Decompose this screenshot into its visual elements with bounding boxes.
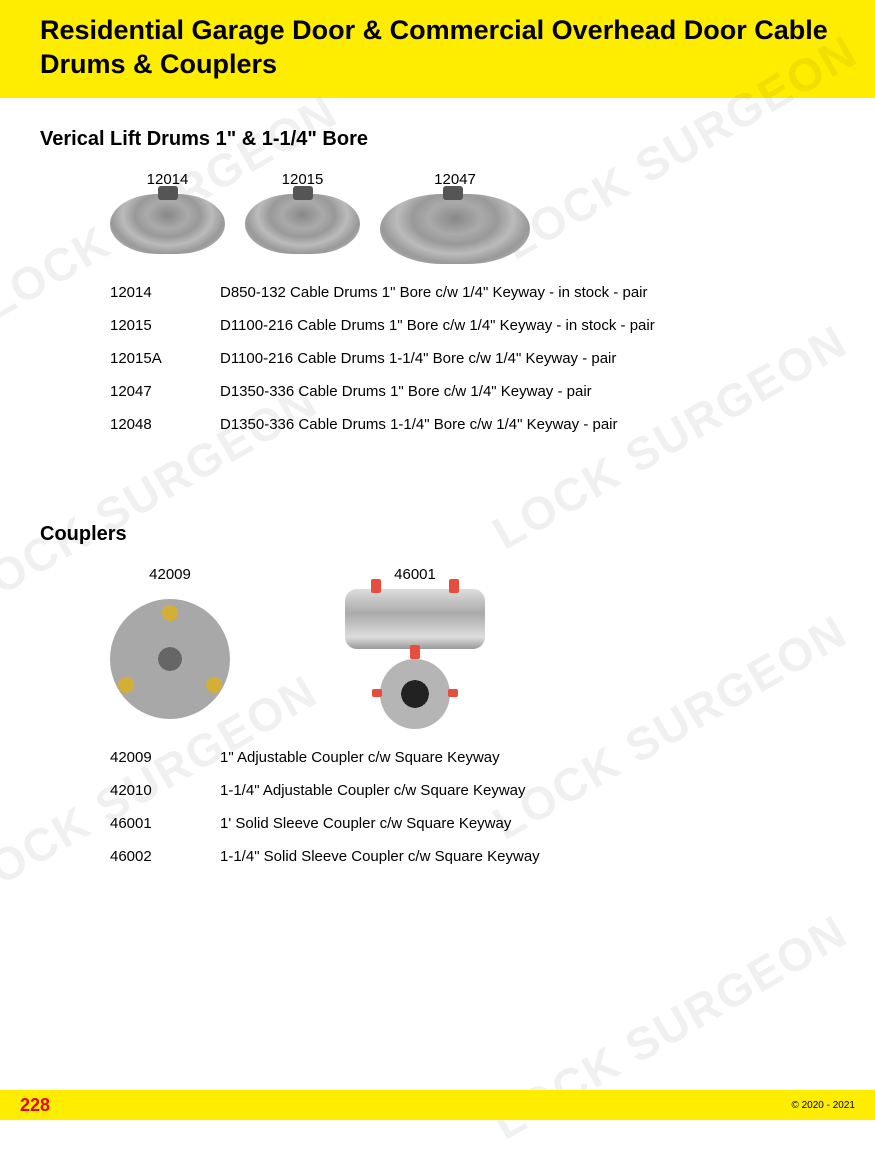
table-row: 42010 1-1/4" Adjustable Coupler c/w Squa… <box>110 782 835 799</box>
drum-item: 12047 <box>380 171 530 264</box>
page-number: 228 <box>20 1095 50 1116</box>
product-code: 46002 <box>110 848 220 865</box>
drum-item: 12014 <box>110 171 225 254</box>
product-code: 12015A <box>110 350 220 367</box>
section-title: Verical Lift Drums 1" & 1-1/4" Bore <box>40 128 835 151</box>
header-bar: Residential Garage Door & Commercial Ove… <box>0 0 875 98</box>
coupler-label: 42009 <box>149 566 191 583</box>
product-desc: 1-1/4" Solid Sleeve Coupler c/w Square K… <box>220 848 540 865</box>
product-code: 12047 <box>110 383 220 400</box>
section-title: Couplers <box>40 523 835 546</box>
drum-icon <box>245 194 360 254</box>
footer-bar: 228 © 2020 - 2021 <box>0 1090 875 1120</box>
product-code: 42010 <box>110 782 220 799</box>
product-desc: D1350-336 Cable Drums 1-1/4" Bore c/w 1/… <box>220 416 618 433</box>
drum-item: 12015 <box>245 171 360 254</box>
product-code: 12015 <box>110 317 220 334</box>
coupler-image-row: 42009 46001 <box>100 566 835 729</box>
drum-icon <box>110 194 225 254</box>
sleeve-coupler-icon <box>340 589 490 729</box>
drum-label: 12015 <box>282 171 324 188</box>
drum-image-row: 12014 12015 12047 <box>110 171 835 264</box>
product-desc: D1100-216 Cable Drums 1-1/4" Bore c/w 1/… <box>220 350 616 367</box>
product-desc: 1' Solid Sleeve Coupler c/w Square Keywa… <box>220 815 511 832</box>
coupler-plate-icon <box>100 589 240 729</box>
table-row: 46001 1' Solid Sleeve Coupler c/w Square… <box>110 815 835 832</box>
coupler-item: 46001 <box>340 566 490 729</box>
drum-label: 12047 <box>434 171 476 188</box>
section-couplers: Couplers 42009 46001 <box>40 523 835 865</box>
product-desc: D1350-336 Cable Drums 1" Bore c/w 1/4" K… <box>220 383 592 400</box>
product-desc: D850-132 Cable Drums 1" Bore c/w 1/4" Ke… <box>220 284 648 301</box>
coupler-label: 46001 <box>394 566 436 583</box>
table-row: 12015A D1100-216 Cable Drums 1-1/4" Bore… <box>110 350 835 367</box>
product-code: 12014 <box>110 284 220 301</box>
table-row: 12014 D850-132 Cable Drums 1" Bore c/w 1… <box>110 284 835 301</box>
product-code: 42009 <box>110 749 220 766</box>
product-desc: 1" Adjustable Coupler c/w Square Keyway <box>220 749 500 766</box>
content: Verical Lift Drums 1" & 1-1/4" Bore 1201… <box>0 98 875 865</box>
product-code: 12048 <box>110 416 220 433</box>
table-row: 12047 D1350-336 Cable Drums 1" Bore c/w … <box>110 383 835 400</box>
copyright: © 2020 - 2021 <box>791 1100 855 1111</box>
section-vertical-lift: Verical Lift Drums 1" & 1-1/4" Bore 1201… <box>40 128 835 433</box>
product-code: 46001 <box>110 815 220 832</box>
table-row: 42009 1" Adjustable Coupler c/w Square K… <box>110 749 835 766</box>
drum-icon <box>380 194 530 264</box>
table-row: 12048 D1350-336 Cable Drums 1-1/4" Bore … <box>110 416 835 433</box>
coupler-table: 42009 1" Adjustable Coupler c/w Square K… <box>110 749 835 865</box>
product-desc: 1-1/4" Adjustable Coupler c/w Square Key… <box>220 782 526 799</box>
table-row: 46002 1-1/4" Solid Sleeve Coupler c/w Sq… <box>110 848 835 865</box>
drum-table: 12014 D850-132 Cable Drums 1" Bore c/w 1… <box>110 284 835 433</box>
page-title: Residential Garage Door & Commercial Ove… <box>40 14 835 82</box>
drum-label: 12014 <box>147 171 189 188</box>
coupler-item: 42009 <box>100 566 240 729</box>
table-row: 12015 D1100-216 Cable Drums 1" Bore c/w … <box>110 317 835 334</box>
product-desc: D1100-216 Cable Drums 1" Bore c/w 1/4" K… <box>220 317 655 334</box>
